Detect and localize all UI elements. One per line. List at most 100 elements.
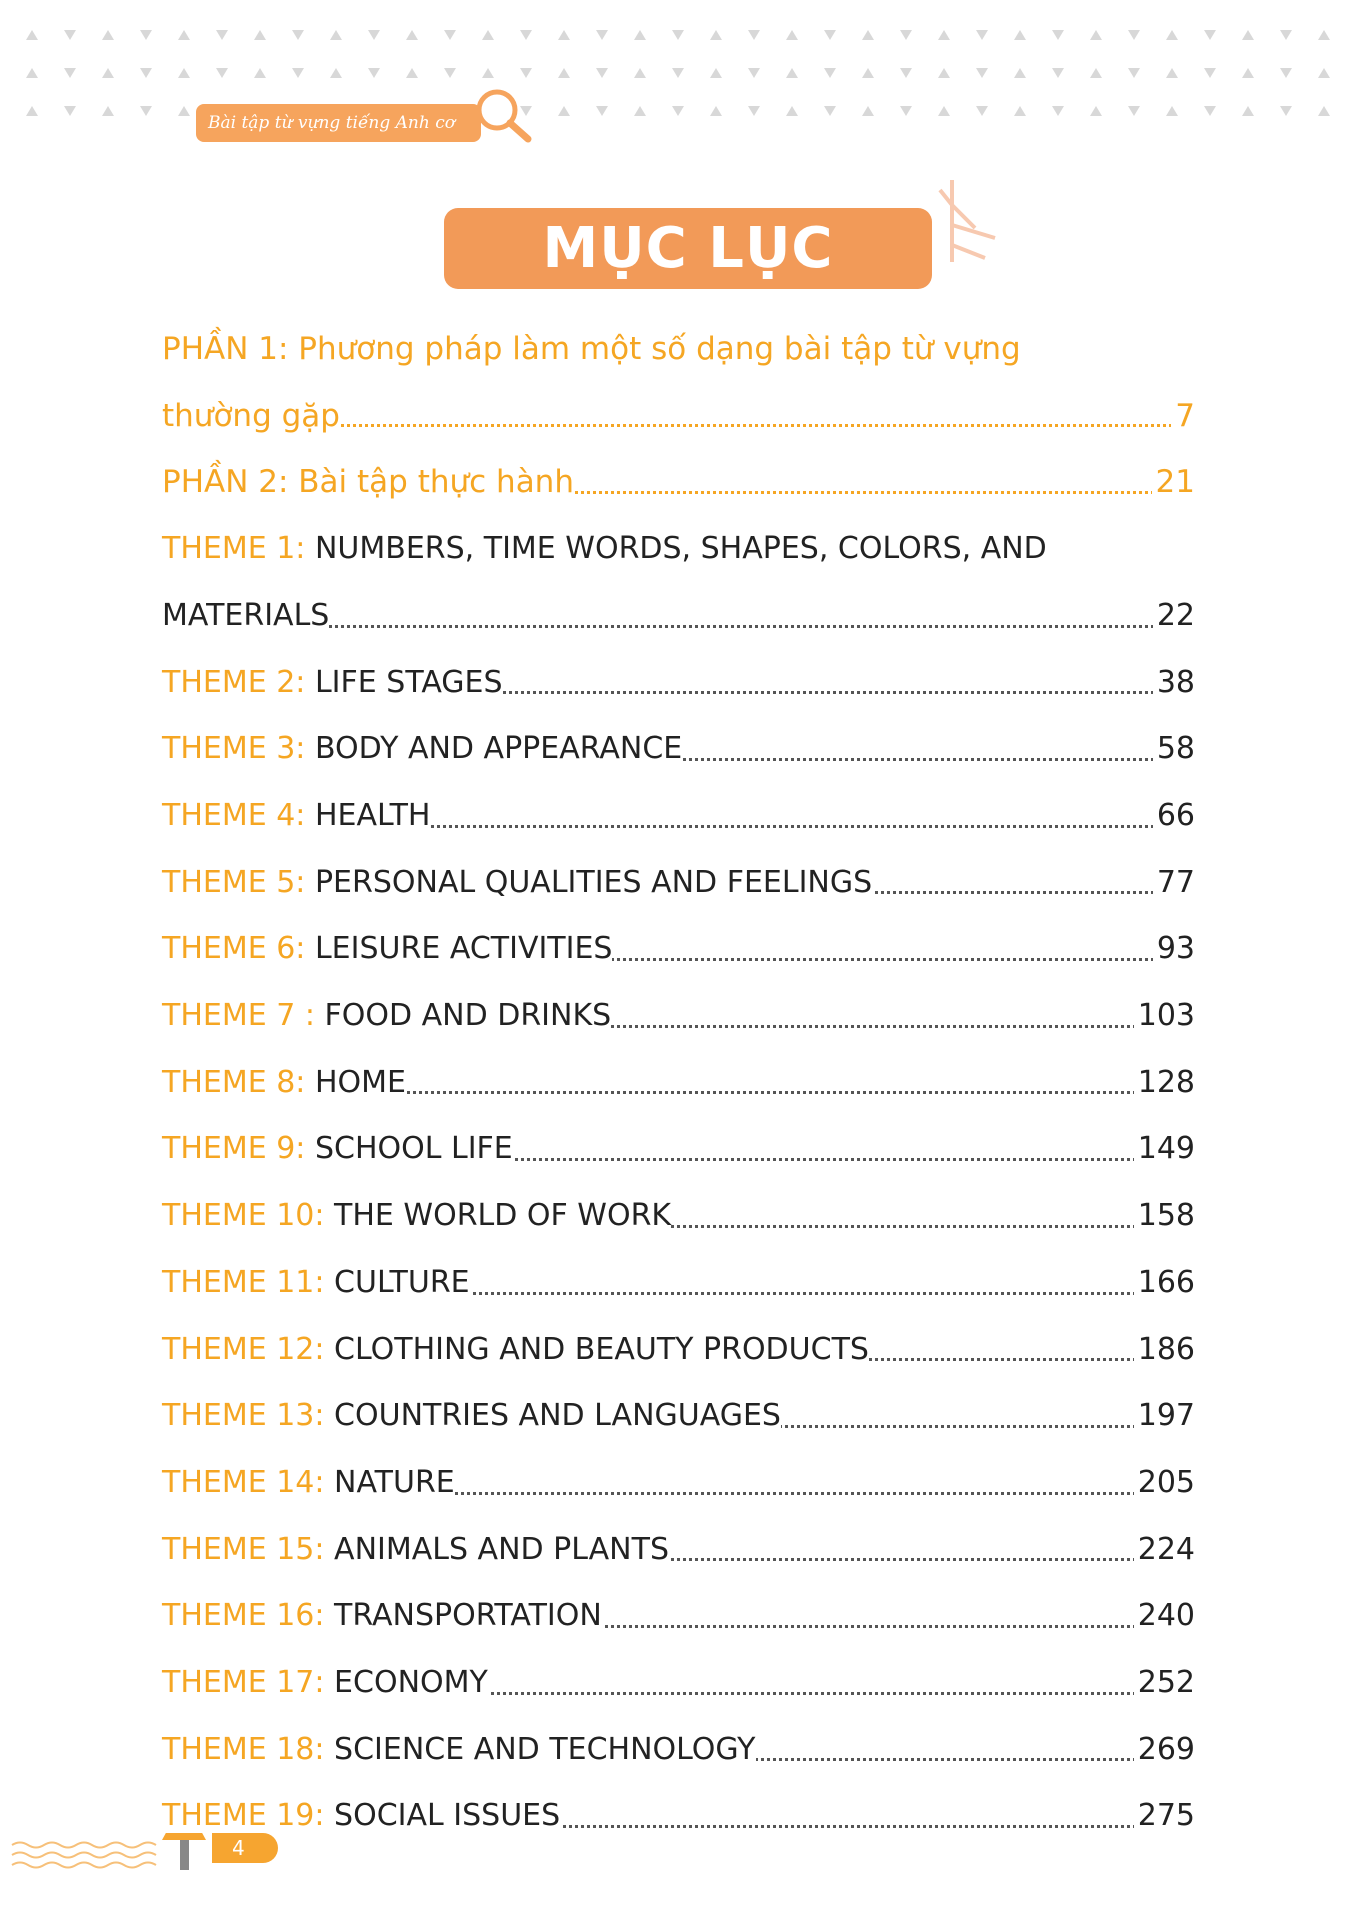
entry-text: THEME 9: SCHOOL LIFE [162,1131,513,1167]
theme-entry: THEME 8: HOME 128 [162,1049,1195,1117]
theme-entry: THEME 6: LEISURE ACTIVITIES 93 [162,916,1195,984]
entry-label: THEME 3: [162,731,306,767]
dot-leader [162,958,1195,962]
entry-title: CULTURE [334,1264,470,1300]
entry-title: PERSONAL QUALITIES AND FEELINGS [314,864,873,900]
dot-leader [162,1491,1195,1495]
entry-label: THEME 16: [162,1598,325,1634]
theme-entry: THEME 2: LIFE STAGES 38 [162,649,1195,717]
entry-text: THEME 17: ECONOMY [162,1665,488,1701]
entry-text: THEME 2: LIFE STAGES [162,664,503,700]
entry-label: THEME 10: [162,1198,325,1234]
entry-page: 224 [1133,1516,1195,1584]
entry-label: THEME 8: [162,1064,306,1100]
entry-label: THEME 12: [162,1331,325,1367]
dot-leader [162,491,1195,495]
entry-label: THEME 15: [162,1531,325,1567]
entry-page: 252 [1133,1650,1195,1717]
entry-page: 38 [1152,649,1195,717]
dot-leader [162,1291,1195,1295]
entry-page: 7 [1171,382,1195,450]
dot-leader [162,1158,1195,1162]
entry-label: THEME 13: [162,1398,325,1434]
entry-page: 186 [1133,1316,1195,1384]
entry-page: 149 [1133,1116,1195,1184]
entry-page: 275 [1133,1783,1195,1851]
entry-label: THEME 9: [162,1131,306,1167]
entry-text: THEME 7 : FOOD AND DRINKS [162,998,612,1034]
theme-entry: THEME 12: CLOTHING AND BEAUTY PRODUCTS 18… [162,1316,1195,1384]
dot-leader [162,1691,1195,1695]
entry-page: 77 [1152,849,1195,917]
theme-entry: THEME 5: PERSONAL QUALITIES AND FEELINGS… [162,849,1195,917]
entry-label: THEME 6: [162,931,306,967]
theme-entry: THEME 19: SOCIAL ISSUES 275 [162,1783,1195,1851]
entry-title: ECONOMY [334,1665,488,1701]
theme-entry: THEME 3: BODY AND APPEARANCE 58 [162,716,1195,783]
entry-page: 269 [1133,1716,1195,1784]
entry-page: 22 [1152,582,1195,650]
table-of-contents: PHẦN 1: Phương pháp làm một số dạng bài … [162,316,1195,1851]
entry-title: COUNTRIES AND LANGUAGES [334,1398,781,1434]
entry-title: SCIENCE AND TECHNOLOGY [334,1731,756,1767]
entry-title: LIFE STAGES [314,664,503,700]
header-label: Bài tập từ vựng tiếng Anh cơ bản [196,104,481,171]
entry-title: HEALTH [314,797,431,833]
entry-page: 158 [1133,1183,1195,1250]
entry-page: 197 [1133,1383,1195,1450]
entry-title: CLOTHING AND BEAUTY PRODUCTS [334,1331,869,1367]
entry-title: Bài tập thực hành [298,464,574,501]
entry-text: THEME 12: CLOTHING AND BEAUTY PRODUCTS [162,1331,869,1367]
theme-entry: THEME 14: NATURE 205 [162,1449,1195,1517]
entry-label: THEME 17: [162,1665,325,1701]
entry-title: SOCIAL ISSUES [334,1798,561,1834]
entry-title: LEISURE ACTIVITIES [314,931,613,967]
entry-title: HOME [314,1064,406,1100]
entry-label: THEME 11: [162,1264,325,1300]
entry-page: 128 [1133,1049,1195,1117]
dot-leader [162,1224,1195,1228]
entry-text: THEME 3: BODY AND APPEARANCE [162,731,683,767]
theme-entry: THEME 18: SCIENCE AND TECHNOLOGY 269 [162,1716,1195,1784]
entry-label: THEME 14: [162,1464,325,1500]
theme-entry: THEME 1: NUMBERS, TIME WORDS, SHAPES, CO… [162,516,1195,650]
entry-label: THEME 18: [162,1731,325,1767]
entry-text: THEME 5: PERSONAL QUALITIES AND FEELINGS [162,864,873,900]
entry-title: ANIMALS AND PLANTS [334,1531,669,1567]
entry-page: 66 [1152,782,1195,850]
entry-title: THE WORLD OF WORK [334,1198,672,1234]
dot-leader [162,824,1195,828]
dot-leader [162,624,1195,628]
entry-text: THEME 6: LEISURE ACTIVITIES [162,931,613,967]
dot-leader [162,1024,1195,1028]
entry-text: THEME 1: NUMBERS, TIME WORDS, SHAPES, CO… [162,531,1047,633]
entry-page: 240 [1133,1583,1195,1651]
entry-label: PHẦN 2: [162,464,289,501]
dot-leader [162,1825,1195,1829]
theme-entry: THEME 4: HEALTH 66 [162,782,1195,850]
entry-text: PHẦN 1: Phương pháp làm một số dạng bài … [162,331,1021,434]
entry-text: THEME 10: THE WORLD OF WORK [162,1198,672,1234]
entry-page: 21 [1151,449,1195,517]
theme-entry: THEME 11: CULTURE 166 [162,1249,1195,1317]
theme-entry: THEME 13: COUNTRIES AND LANGUAGES 197 [162,1383,1195,1450]
entry-text: THEME 13: COUNTRIES AND LANGUAGES [162,1398,781,1434]
entry-text: THEME 8: HOME [162,1064,406,1100]
title: MỤC LỤC [444,208,932,289]
theme-entry: THEME 7 : FOOD AND DRINKS 103 [162,983,1195,1050]
entry-title: TRANSPORTATION [334,1598,602,1634]
entry-title: FOOD AND DRINKS [324,998,612,1034]
entry-title: NUMBERS, TIME WORDS, SHAPES, COLORS, AND… [162,531,1047,633]
theme-entry: THEME 10: THE WORLD OF WORK 158 [162,1183,1195,1250]
entry-page: 205 [1133,1449,1195,1517]
entry-title: BODY AND APPEARANCE [314,731,683,767]
entry-text: THEME 4: HEALTH [162,797,431,833]
entry-label: THEME 7 : [162,998,315,1034]
entry-text: PHẦN 2: Bài tập thực hành [162,464,574,501]
theme-entry: THEME 17: ECONOMY 252 [162,1650,1195,1717]
part-entry: PHẦN 2: Bài tập thực hành 21 [162,449,1195,517]
entry-label: THEME 5: [162,864,306,900]
entry-text: THEME 11: CULTURE [162,1264,470,1300]
entry-title: SCHOOL LIFE [314,1131,513,1167]
